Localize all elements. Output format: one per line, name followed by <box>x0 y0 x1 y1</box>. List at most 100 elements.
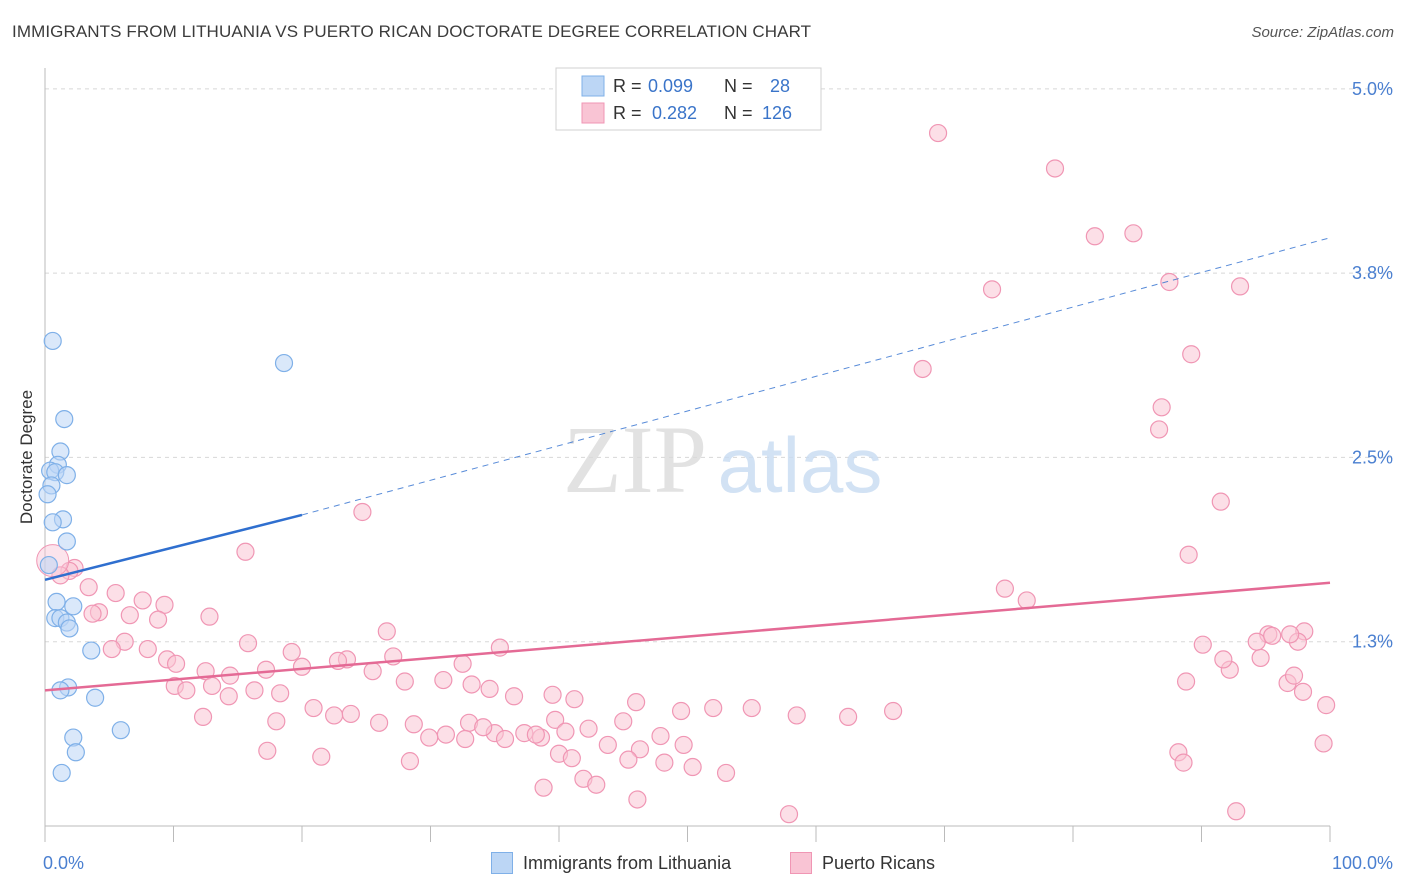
watermark-atlas: atlas <box>718 421 883 509</box>
data-point-puerto-ricans <box>456 729 475 749</box>
legend-label-puerto-ricans: Puerto Ricans <box>822 852 936 873</box>
data-point-puerto-ricans <box>1317 696 1336 715</box>
data-point-puerto-ricans <box>1174 753 1193 772</box>
data-point-puerto-ricans <box>400 752 420 771</box>
data-point-puerto-ricans <box>312 747 331 766</box>
data-point-puerto-ricans <box>1152 398 1171 417</box>
data-point-lithuania <box>64 728 83 747</box>
data-point-puerto-ricans <box>1149 420 1169 439</box>
data-point-lithuania <box>55 409 74 429</box>
data-point-puerto-ricans <box>200 607 219 626</box>
y-tick-label: 5.0% <box>1352 79 1393 99</box>
data-point-puerto-ricans <box>370 713 389 732</box>
data-point-puerto-ricans <box>556 722 575 741</box>
data-point-puerto-ricans <box>363 662 382 681</box>
data-point-puerto-ricans <box>1293 682 1313 701</box>
data-point-puerto-ricans <box>304 698 323 718</box>
data-point-puerto-ricans <box>1085 227 1104 246</box>
data-point-puerto-ricans <box>671 701 691 721</box>
data-point-lithuania <box>57 532 76 551</box>
correlation-legend: R = 0.099 N = 28 R = 0.282 N = 126 <box>555 67 822 131</box>
data-point-lithuania <box>57 466 76 485</box>
data-point-puerto-ricans <box>704 698 723 718</box>
data-point-puerto-ricans <box>1314 734 1333 753</box>
data-point-puerto-ricans <box>1176 672 1196 691</box>
data-point-puerto-ricans <box>716 763 736 783</box>
data-point-lithuania <box>60 619 79 638</box>
data-point-puerto-ricans <box>787 706 806 725</box>
data-point-puerto-ricans <box>683 757 702 777</box>
trend-line-lithuania-extrapolated <box>301 237 1331 516</box>
data-point-lithuania <box>111 721 130 740</box>
data-point-puerto-ricans <box>238 634 258 653</box>
series-legend: Immigrants from Lithuania Puerto Ricans <box>0 852 1406 878</box>
data-point-puerto-ricans <box>1045 159 1065 178</box>
data-point-puerto-ricans <box>883 701 903 721</box>
data-point-puerto-ricans <box>614 712 633 731</box>
data-point-puerto-ricans <box>1160 272 1179 292</box>
data-point-puerto-ricans <box>1214 650 1233 669</box>
data-point-lithuania <box>39 555 58 575</box>
data-point-puerto-ricans <box>598 735 617 755</box>
legend-r-label-1: R = <box>613 76 642 96</box>
data-point-lithuania <box>82 641 101 660</box>
x-tick-label: 100.0% <box>1332 853 1393 873</box>
data-point-lithuania <box>274 353 294 373</box>
data-point-puerto-ricans <box>1182 345 1201 364</box>
data-point-puerto-ricans <box>395 672 414 691</box>
data-point-puerto-ricans <box>434 670 453 690</box>
data-point-puerto-ricans <box>779 805 799 824</box>
data-point-puerto-ricans <box>562 749 581 768</box>
data-point-puerto-ricans <box>546 710 565 729</box>
data-point-puerto-ricans <box>1211 492 1230 511</box>
data-point-puerto-ricans <box>565 690 584 709</box>
y-tick-label: 3.8% <box>1352 263 1393 283</box>
data-point-puerto-ricans <box>436 725 456 744</box>
data-point-puerto-ricans <box>982 280 1002 299</box>
trend-line-lithuania <box>44 513 303 582</box>
data-point-puerto-ricans <box>133 591 152 610</box>
data-point-puerto-ricans <box>1017 591 1036 610</box>
data-point-puerto-ricans <box>462 675 481 694</box>
data-point-lithuania <box>43 331 62 351</box>
legend-swatch-blue <box>491 852 513 874</box>
legend-r-value-1: 0.099 <box>648 76 693 96</box>
tick-labels: 1.3% 2.5% 3.8% 5.0% 0.0% 100.0% <box>43 79 1393 873</box>
data-point-puerto-ricans <box>480 679 499 698</box>
data-point-puerto-ricans <box>543 685 562 704</box>
data-point-puerto-ricans <box>404 715 423 734</box>
data-point-lithuania <box>38 485 57 504</box>
legend-swatch-pink <box>790 852 812 874</box>
data-point-puerto-ricans <box>495 729 515 749</box>
data-point-puerto-ricans <box>742 698 761 718</box>
data-point-puerto-ricans <box>1281 625 1300 644</box>
data-point-puerto-ricans <box>120 606 139 625</box>
data-point-puerto-ricans <box>202 676 222 696</box>
data-point-puerto-ricans <box>245 681 264 700</box>
data-point-puerto-ricans <box>1124 224 1143 243</box>
data-point-puerto-ricans <box>193 707 213 727</box>
legend-n-label-1: N = <box>724 76 753 96</box>
data-point-puerto-ricans <box>626 693 646 712</box>
data-point-puerto-ricans <box>1179 545 1198 564</box>
data-point-puerto-ricans <box>377 622 396 641</box>
data-point-puerto-ricans <box>267 712 286 731</box>
data-point-puerto-ricans <box>453 654 472 673</box>
legend-swatch-puerto-ricans <box>581 102 605 124</box>
legend-n-label-2: N = <box>724 103 753 123</box>
data-point-lithuania <box>66 743 85 762</box>
data-point-puerto-ricans <box>534 778 553 797</box>
trend-lines <box>44 237 1331 692</box>
data-point-puerto-ricans <box>1227 802 1246 821</box>
y-tick-label: 1.3% <box>1352 632 1393 652</box>
data-point-puerto-ricans <box>292 657 312 676</box>
legend-r-value-2: 0.282 <box>652 103 697 123</box>
data-point-puerto-ricans <box>256 660 276 679</box>
legend-item-lithuania[interactable]: Immigrants from Lithuania <box>491 852 731 874</box>
data-point-puerto-ricans <box>674 735 693 755</box>
legend-item-puerto-ricans[interactable]: Puerto Ricans <box>790 852 935 874</box>
data-point-puerto-ricans <box>628 790 647 809</box>
data-point-puerto-ricans <box>258 741 277 760</box>
data-point-puerto-ricans <box>1251 648 1270 668</box>
